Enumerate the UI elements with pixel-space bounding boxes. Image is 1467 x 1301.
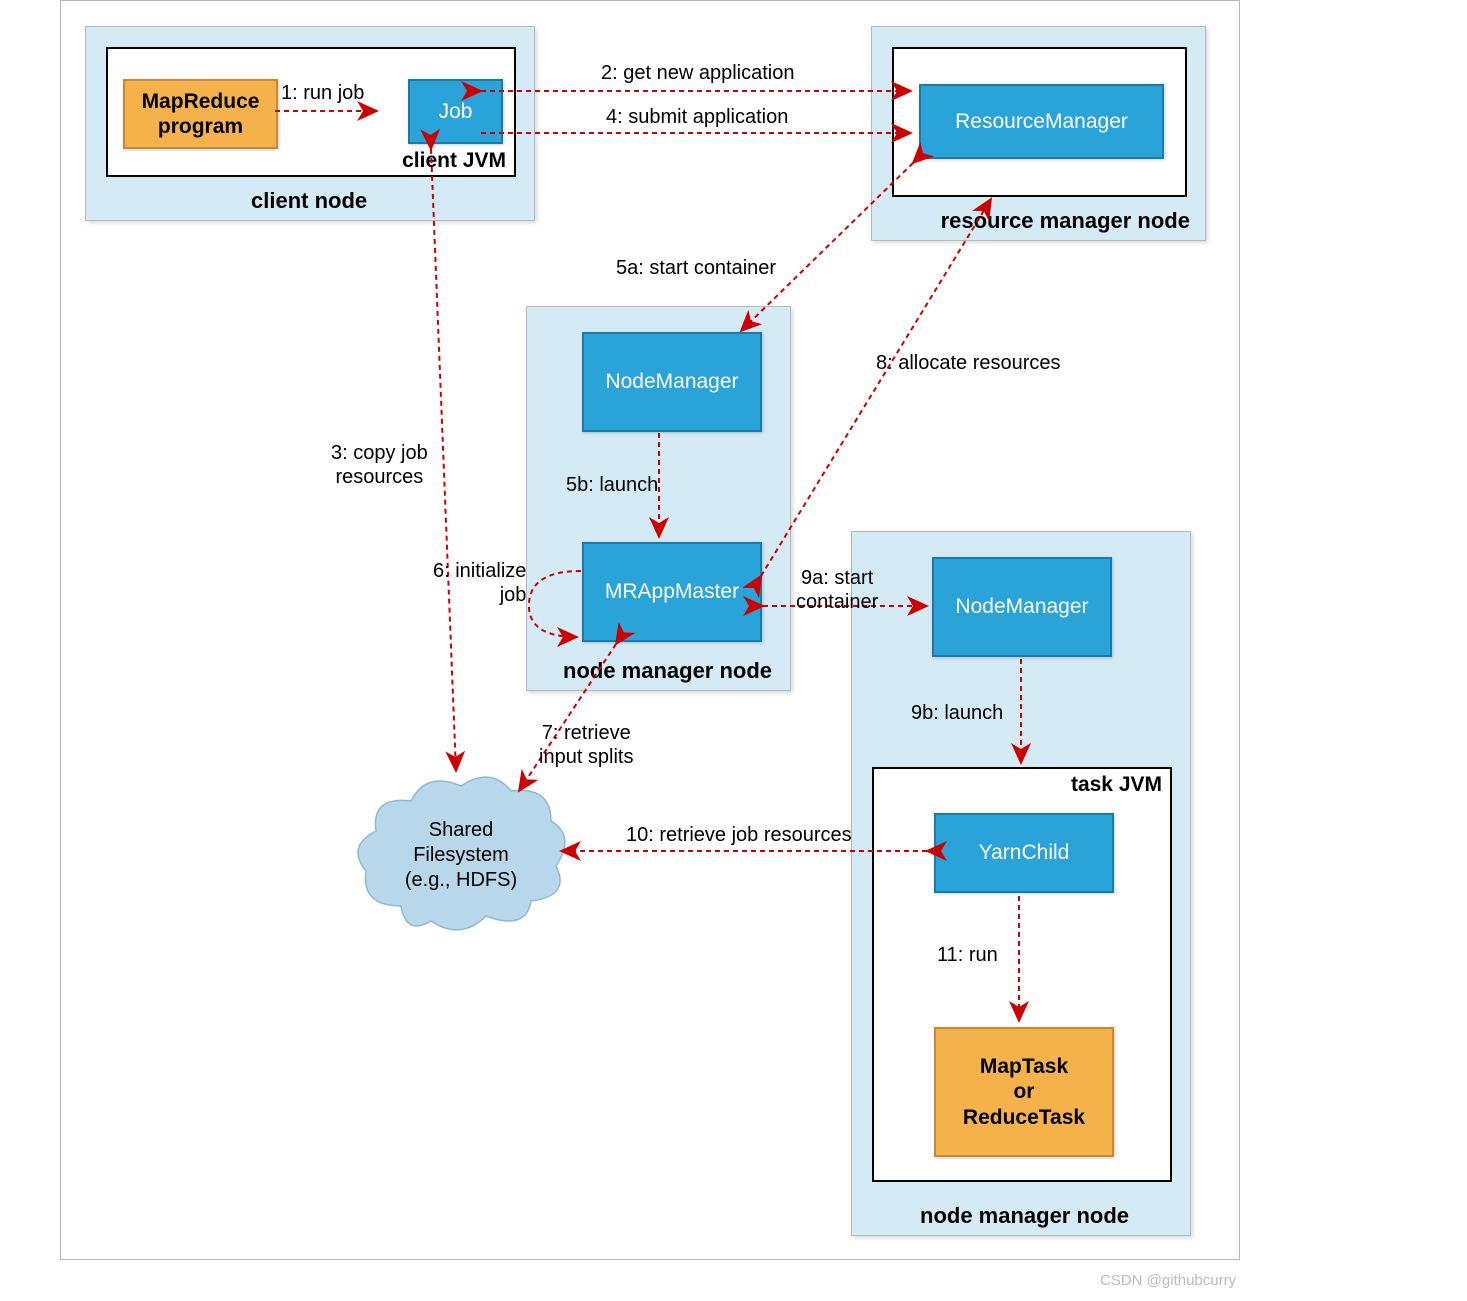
resource-manager-node-label: resource manager node — [941, 208, 1190, 234]
node-manager-1-box: NodeManager — [582, 332, 762, 432]
edge-9b-label: 9b: launch — [911, 701, 1003, 725]
node-manager-2-container: NodeManager task JVM YarnChild MapTask o… — [851, 531, 1191, 1236]
resource-manager-jvm-box: ResourceManager — [892, 47, 1187, 197]
edge-7-label: 7: retrieve input splits — [539, 721, 634, 769]
task-jvm-box: task JVM YarnChild MapTask or ReduceTask — [872, 767, 1172, 1182]
edge-9a-label: 9a: start container — [796, 566, 878, 614]
diagram-canvas: MapReduce program Job client JVM client … — [60, 0, 1240, 1260]
edge-2-label: 2: get new application — [601, 61, 794, 85]
client-node-container: MapReduce program Job client JVM client … — [85, 26, 535, 221]
edge-3-label: 3: copy job resources — [331, 441, 428, 489]
yarn-child-box: YarnChild — [934, 813, 1114, 893]
watermark: CSDN @githubcurry — [1100, 1272, 1236, 1289]
node-manager-1-container: NodeManager MRAppMaster node manager nod… — [526, 306, 791, 691]
edge-6-label: 6: initialize job — [433, 559, 526, 607]
node-manager-2-box: NodeManager — [932, 557, 1112, 657]
edge-11-label: 11: run — [937, 943, 998, 967]
mr-app-master-box: MRAppMaster — [582, 542, 762, 642]
edge-5a-label: 5a: start container — [616, 256, 776, 280]
edge-4-label: 4: submit application — [606, 105, 788, 129]
edge-5b-label: 5b: launch — [566, 473, 658, 497]
node-manager-2-label: node manager node — [920, 1203, 1129, 1229]
mapreduce-program-box: MapReduce program — [123, 79, 278, 149]
client-jvm-label: client JVM — [402, 149, 506, 173]
resource-manager-node-container: ResourceManager resource manager node — [871, 26, 1206, 241]
client-node-label: client node — [251, 188, 367, 214]
shared-fs-cloud: Shared Filesystem (e.g., HDFS) — [351, 766, 571, 946]
job-box: Job — [408, 79, 503, 144]
client-jvm-box: MapReduce program Job client JVM — [106, 47, 516, 177]
edge-8-label: 8: allocate resources — [876, 351, 1061, 375]
edge-1-label: 1: run job — [281, 81, 364, 105]
shared-fs-label: Shared Filesystem (e.g., HDFS) — [351, 818, 571, 893]
resource-manager-box: ResourceManager — [919, 84, 1164, 159]
node-manager-1-label: node manager node — [563, 658, 772, 684]
map-reduce-task-box: MapTask or ReduceTask — [934, 1027, 1114, 1157]
edge-10-label: 10: retrieve job resources — [626, 823, 852, 847]
task-jvm-label: task JVM — [1071, 773, 1162, 797]
